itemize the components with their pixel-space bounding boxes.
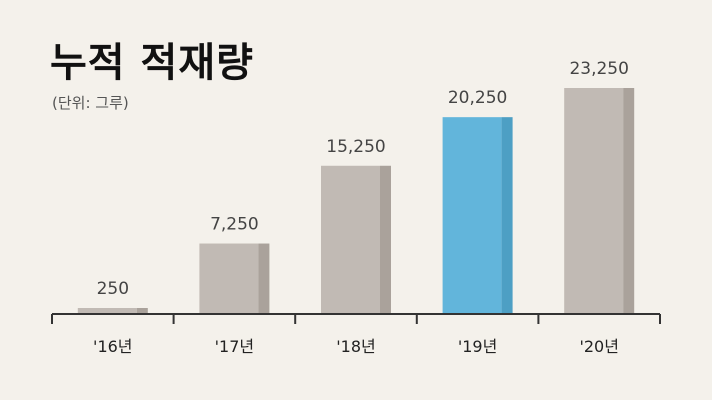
x-tick-label: '19년 [458,337,497,356]
x-tick-label: '20년 [579,337,618,356]
bar-front [199,243,259,314]
bar-value-label: 23,250 [569,59,628,79]
bar-1 [77,308,148,314]
bar-front [442,117,502,315]
bar-value-label: 250 [97,279,129,299]
bar-value-label: 20,250 [448,88,507,108]
x-tick-label: '17년 [215,337,254,356]
bar-side [501,117,513,315]
bar-value-label: 15,250 [326,137,385,157]
bar-front [321,165,380,314]
chart-unit-label: (단위: 그루) [52,94,129,112]
bar-front [564,88,624,314]
bar-side [380,165,391,314]
bar-3 [321,165,391,314]
bar-5 [564,88,635,314]
bar-side [623,88,635,314]
bar-side [136,308,148,314]
x-tick-label: '16년 [93,337,132,356]
x-tick-label: '18년 [336,337,375,356]
bar-value-label: 7,250 [210,215,259,235]
bar-front [77,308,137,314]
bar-side [258,243,270,314]
bar-4 [442,117,513,315]
chart-title: 누적 적재량 [50,40,254,86]
bar-2 [199,243,270,314]
